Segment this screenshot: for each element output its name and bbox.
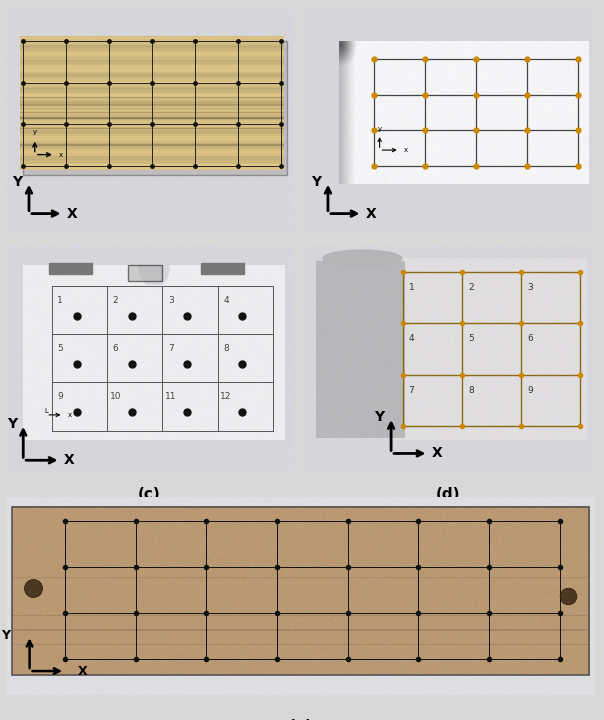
FancyBboxPatch shape <box>23 41 287 175</box>
Text: 4: 4 <box>409 334 414 343</box>
Text: (c): (c) <box>138 487 161 503</box>
Bar <box>12 507 589 675</box>
Ellipse shape <box>323 249 403 268</box>
Text: Y: Y <box>374 410 385 424</box>
Text: 3: 3 <box>168 296 173 305</box>
Text: 3: 3 <box>527 283 533 292</box>
Text: x: x <box>68 412 72 418</box>
Text: L: L <box>45 408 49 413</box>
Bar <box>201 263 244 274</box>
Text: 7: 7 <box>408 386 414 395</box>
Text: 9: 9 <box>57 392 63 402</box>
Text: (d): (d) <box>436 487 461 503</box>
Text: 7: 7 <box>168 344 173 353</box>
Text: 5: 5 <box>468 334 474 343</box>
Text: X: X <box>66 207 77 220</box>
Text: Y: Y <box>312 175 321 189</box>
Text: Y: Y <box>2 629 10 642</box>
Text: 10: 10 <box>110 392 121 402</box>
Text: 6: 6 <box>527 334 533 343</box>
Bar <box>49 263 92 274</box>
Text: 1: 1 <box>57 296 63 305</box>
Text: 4: 4 <box>223 296 229 305</box>
Text: X: X <box>365 207 376 220</box>
Text: 8: 8 <box>223 344 229 353</box>
Text: Y: Y <box>7 417 17 431</box>
Text: 2: 2 <box>112 296 118 305</box>
Text: 12: 12 <box>220 392 231 402</box>
Text: (a): (a) <box>138 250 161 265</box>
Text: 5: 5 <box>57 344 63 353</box>
Text: Y: Y <box>13 175 22 189</box>
Text: X: X <box>432 446 442 461</box>
Text: x: x <box>59 152 63 158</box>
Text: 8: 8 <box>468 386 474 395</box>
Text: 2: 2 <box>468 283 474 292</box>
Text: 9: 9 <box>527 386 533 395</box>
Text: (b): (b) <box>436 250 461 265</box>
Text: (e): (e) <box>289 719 312 720</box>
Text: 11: 11 <box>165 392 176 402</box>
Text: 6: 6 <box>112 344 118 353</box>
Text: 1: 1 <box>408 283 414 292</box>
Text: x: x <box>404 148 408 153</box>
Text: y: y <box>33 129 37 135</box>
FancyBboxPatch shape <box>128 265 162 281</box>
Text: X: X <box>78 665 88 678</box>
Text: y: y <box>378 126 382 132</box>
Text: X: X <box>64 454 74 467</box>
